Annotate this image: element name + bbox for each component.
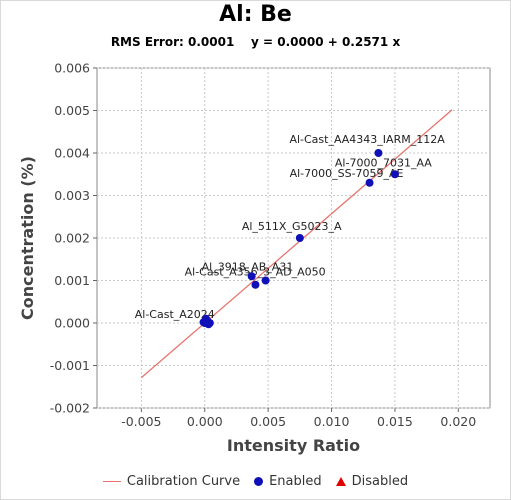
x-tick-label: 0.015	[377, 414, 413, 429]
point-label: Al_3918_AB_A31	[202, 260, 294, 273]
point-label: Al-Cast_A356_3_AD_A050	[185, 266, 326, 279]
y-tick-label: 0.004	[54, 146, 90, 161]
legend-label: Disabled	[351, 474, 409, 489]
data-point	[374, 149, 383, 157]
chart-subtitle: RMS Error: 0.0001 y = 0.0000 + 0.2571 x	[110, 35, 401, 49]
x-tick-label: 0.005	[250, 414, 286, 429]
data-point	[202, 314, 211, 323]
legend-item-calibration[interactable]: Calibration Curve	[102, 474, 241, 489]
y-tick-label: 0.002	[54, 231, 90, 246]
y-axis-label: Concentration (%)	[18, 156, 37, 320]
x-tick-label: 0.020	[440, 414, 476, 429]
point-label: Al-Cast_AA4343_IARM_112A	[289, 133, 445, 146]
x-tick-label: -0.005	[121, 414, 161, 429]
data-point	[251, 280, 260, 289]
y-tick-label: 0.006	[54, 61, 90, 76]
chart-title: Al: Be	[219, 2, 292, 27]
y-tick-label: 0.003	[54, 188, 90, 203]
legend-item-disabled[interactable]: Disabled	[335, 474, 409, 489]
y-tick-label: 0.005	[54, 103, 90, 118]
x-axis-label: Intensity Ratio	[227, 436, 360, 455]
legend-label: Calibration Curve	[126, 474, 241, 489]
legend-label: Enabled	[269, 474, 322, 489]
x-tick-label: 0.000	[187, 414, 223, 429]
point-label: Al-7000_SS-7059_AE	[290, 167, 404, 180]
y-tick-label: -0.001	[50, 358, 90, 373]
data-point	[247, 272, 256, 281]
legend-circle-swatch	[254, 477, 264, 486]
calibration-line	[140, 109, 453, 379]
legend-line-swatch	[102, 481, 121, 482]
point-label: Al-Cast_A2024	[135, 308, 215, 321]
y-tick-label: -0.002	[50, 401, 90, 416]
legend-item-enabled[interactable]: Enabled	[254, 474, 322, 489]
x-tick-label: 0.010	[314, 414, 350, 429]
data-point	[261, 276, 270, 285]
data-point	[295, 234, 304, 242]
y-tick-label: 0.000	[54, 316, 90, 331]
data-point	[390, 170, 399, 179]
chart-svg: -0.005 0.000 0.005 0.010 0.015 0.020 -0.002 -0.…	[18, 61, 491, 455]
y-tick-label: 0.001	[54, 273, 90, 288]
point-label: Al-7000_7031_AA	[335, 156, 432, 169]
legend-triangle-swatch	[335, 477, 346, 486]
point-label: Al_511X_G5023_A	[242, 220, 342, 233]
chart-legend: Calibration Curve Enabled Disabled	[0, 474, 511, 489]
data-point	[365, 178, 374, 187]
